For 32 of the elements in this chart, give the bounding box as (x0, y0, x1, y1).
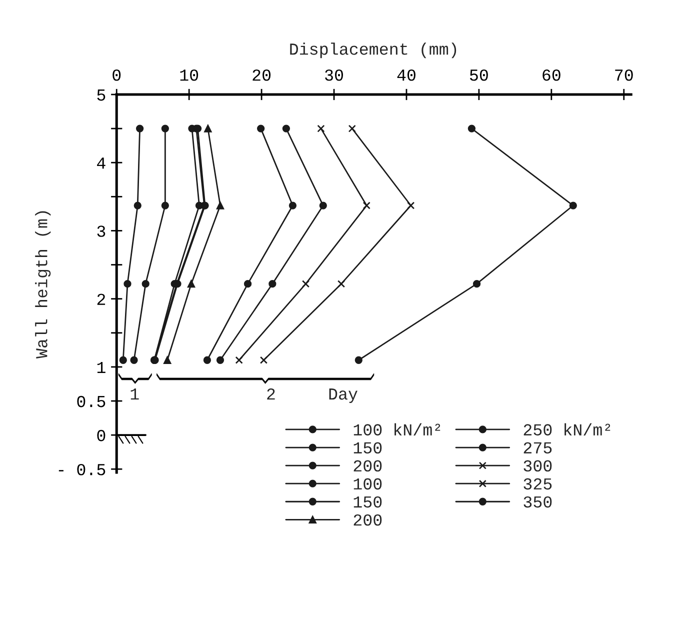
legend-label: 300 (524, 460, 552, 472)
x-tick-label: 60 (542, 69, 560, 81)
y-tick-label: 5 (97, 90, 106, 101)
legend-label: 100 (354, 478, 382, 490)
y-tick-label: 2 (97, 294, 106, 305)
annotation: 2 (267, 388, 275, 400)
y-tick-label: 0.5 (77, 396, 106, 408)
legend-label: 275 (524, 442, 552, 454)
y-tick-label: 3 (97, 226, 106, 237)
annotation: Day (329, 388, 358, 403)
y-tick-label: 0 (97, 430, 106, 442)
legend-label: 350 (524, 496, 552, 508)
legend-label: 200 (354, 460, 382, 472)
x-tick-label: 40 (397, 69, 416, 81)
x-tick-label: 50 (470, 69, 488, 81)
annotation: 1 (130, 388, 139, 400)
y-axis-title: Wall heigth (m) (35, 211, 51, 359)
legend-label: 150 (354, 442, 382, 454)
x-tick-label: 20 (252, 69, 271, 81)
x-axis-title: Displacement (mm) (290, 42, 456, 58)
legend-label: 200 (354, 514, 382, 526)
x-tick-label: 10 (180, 69, 198, 81)
y-tick-label: 4 (97, 158, 106, 169)
x-tick-label: 70 (615, 69, 633, 81)
y-tick-label: - 0.5 (58, 464, 106, 476)
legend-label: 150 (354, 496, 382, 508)
legend-label: 325 (524, 478, 552, 490)
x-tick-label: 30 (325, 69, 343, 81)
legend-label: 250 kN/m² (524, 423, 610, 436)
legend-label: 100 kN/m² (354, 423, 440, 436)
x-tick-label: 0 (112, 69, 121, 81)
y-tick-label: 1 (97, 362, 106, 373)
